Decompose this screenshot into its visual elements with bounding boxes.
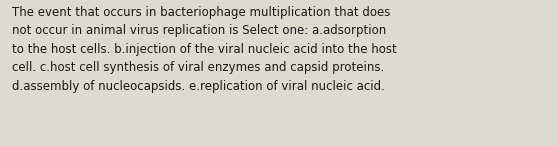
Text: The event that occurs in bacteriophage multiplication that does
not occur in ani: The event that occurs in bacteriophage m… (12, 6, 397, 93)
